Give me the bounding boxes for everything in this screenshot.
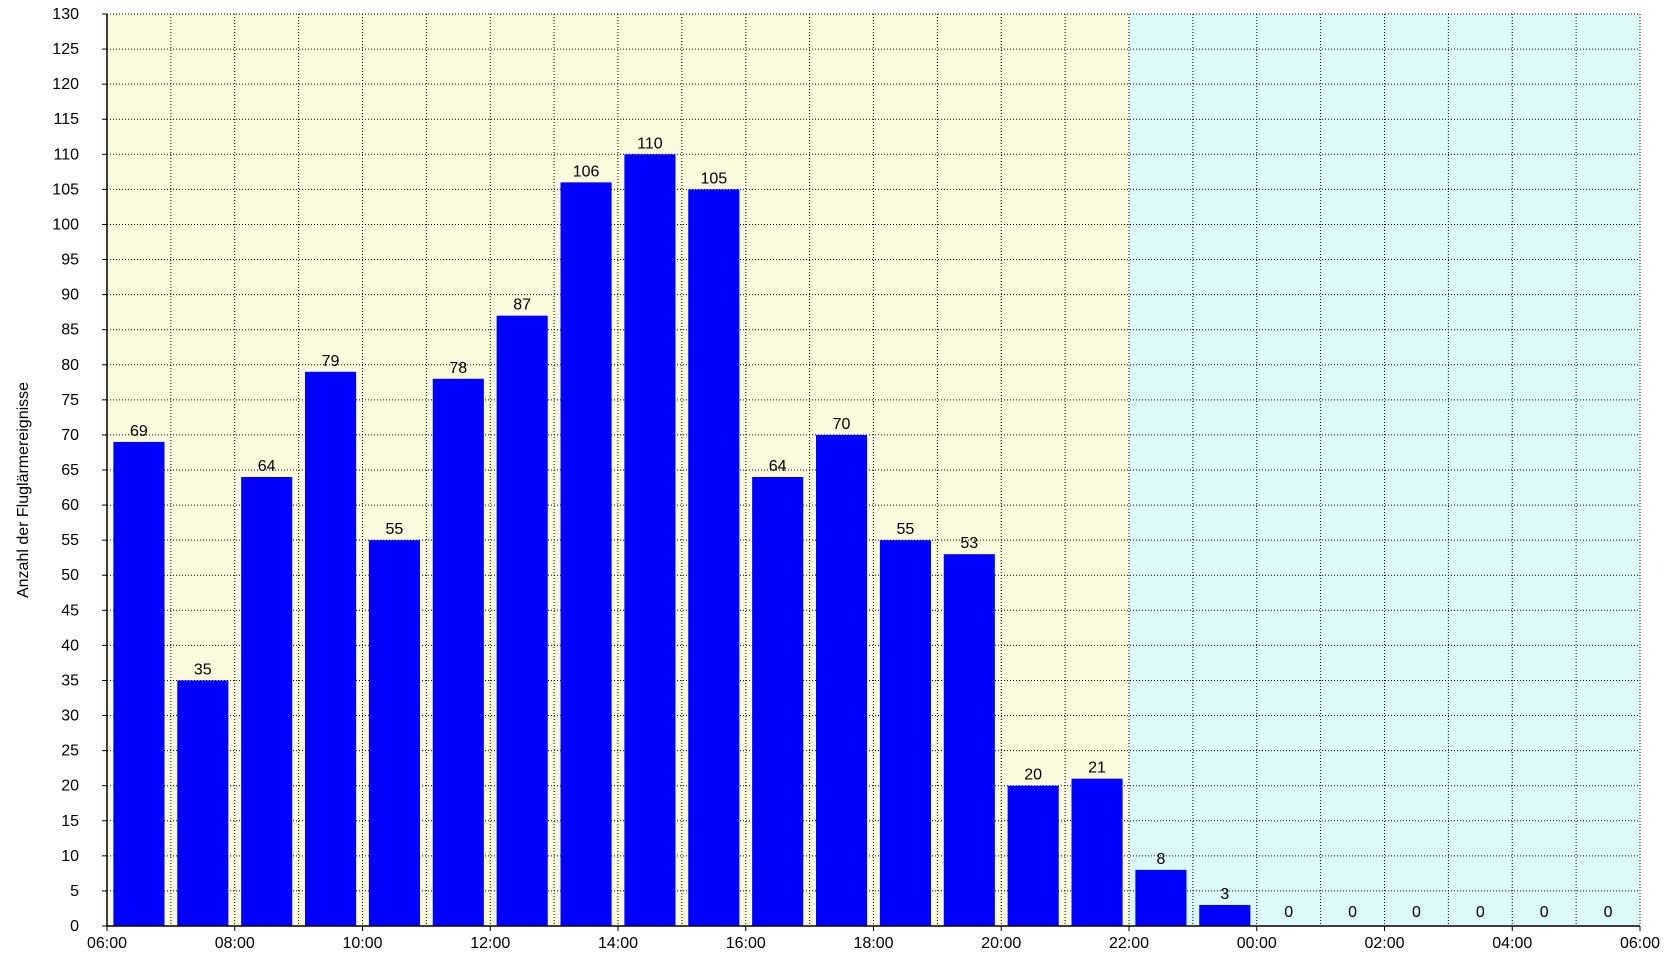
y-tick-label: 15: [61, 813, 79, 830]
data-label: 55: [897, 521, 915, 538]
data-label: 105: [700, 170, 727, 187]
y-tick-label: 60: [61, 497, 79, 514]
y-tick-label: 80: [61, 357, 79, 374]
bar: [1007, 785, 1059, 926]
data-label: 64: [258, 458, 276, 475]
y-axis-label: Anzahl der Fluglärmereignisse: [15, 382, 32, 598]
bar: [368, 540, 420, 926]
x-tick-label: 20:00: [981, 935, 1021, 952]
bar: [113, 441, 165, 926]
y-tick-label: 40: [61, 637, 79, 654]
data-label: 110: [637, 135, 663, 152]
y-tick-label: 50: [61, 567, 79, 584]
y-tick-label: 35: [61, 672, 79, 689]
data-label: 0: [1476, 904, 1485, 921]
data-label: 87: [513, 297, 531, 314]
y-tick-label: 105: [52, 181, 79, 198]
data-label: 20: [1024, 767, 1042, 784]
bar: [816, 434, 868, 926]
y-tick-label: 85: [61, 322, 79, 339]
y-tick-label: 25: [61, 743, 79, 760]
data-label: 79: [322, 353, 340, 370]
bar: [560, 182, 612, 926]
y-tick-label: 65: [61, 462, 79, 479]
bar: [1199, 904, 1251, 926]
x-tick-label: 14:00: [598, 935, 638, 952]
bar: [177, 680, 229, 926]
y-tick-label: 30: [61, 708, 79, 725]
x-tick-label: 06:00: [87, 935, 127, 952]
y-tick-label: 90: [61, 287, 79, 304]
data-label: 64: [769, 458, 787, 475]
x-tick-label: 02:00: [1364, 935, 1404, 952]
data-label: 0: [1284, 904, 1293, 921]
y-tick-label: 125: [52, 41, 79, 58]
data-label: 106: [573, 163, 600, 180]
data-label: 70: [833, 416, 851, 433]
y-tick-label: 20: [61, 778, 79, 795]
data-label: 78: [449, 360, 467, 377]
x-tick-label: 16:00: [726, 935, 766, 952]
x-tick-label: 10:00: [342, 935, 382, 952]
y-tick-label: 110: [53, 146, 79, 163]
bar: [624, 154, 676, 927]
data-label: 0: [1604, 904, 1613, 921]
y-tick-label: 130: [52, 6, 79, 23]
y-tick-label: 95: [61, 252, 79, 269]
y-tick-label: 0: [70, 918, 79, 935]
y-tick-label: 100: [52, 216, 79, 233]
x-tick-label: 00:00: [1237, 935, 1277, 952]
data-label: 53: [960, 535, 978, 552]
y-tick-label: 45: [61, 602, 79, 619]
data-label: 35: [194, 661, 212, 678]
bar: [305, 371, 357, 926]
x-tick-label: 08:00: [215, 935, 255, 952]
bar: [879, 540, 931, 926]
y-tick-label: 75: [61, 392, 79, 409]
bar: [752, 477, 804, 926]
data-label: 0: [1412, 904, 1421, 921]
y-tick-labels: 0 5 10 15 20 25 30 35 40 45 50 55 60 65 70 75 80 85 90 95 10…: [52, 6, 79, 935]
x-tick-label: 18:00: [853, 935, 893, 952]
y-tick-label: 115: [53, 111, 79, 128]
bar: [241, 477, 293, 926]
data-label: 8: [1156, 851, 1165, 868]
bar: [943, 554, 995, 926]
x-tick-label: 04:00: [1492, 935, 1532, 952]
data-label: 21: [1088, 760, 1106, 777]
bar: [688, 189, 740, 926]
data-label: 3: [1220, 886, 1229, 903]
x-tick-label: 22:00: [1109, 935, 1149, 952]
y-tick-label: 10: [61, 848, 79, 865]
y-tick-label: 5: [70, 883, 79, 900]
y-tick-label: 120: [52, 76, 79, 93]
bar: [1071, 778, 1123, 926]
data-label: 55: [386, 521, 404, 538]
bars: [113, 154, 1251, 927]
value-labels: 69 35 64 79 55 78 87 106 110 105 64 70 55 53 20 21 8 3 0 0 0…: [130, 135, 1613, 921]
y-tick-label: 70: [61, 427, 79, 444]
data-label: 0: [1348, 904, 1357, 921]
bar: [496, 315, 548, 927]
data-label: 0: [1540, 904, 1549, 921]
x-tick-labels: 06:00 08:00 10:00 12:00 14:00 16:00 18:00 20:00…: [87, 935, 1660, 952]
bar: [432, 378, 484, 926]
bar: [1135, 869, 1187, 926]
x-tick-label: 06:00: [1620, 935, 1660, 952]
grid-lines: [106, 13, 1641, 927]
x-tick-label: 12:00: [470, 935, 510, 952]
axes: [102, 13, 1641, 931]
y-tick-label: 55: [61, 532, 79, 549]
data-label: 69: [130, 423, 148, 440]
